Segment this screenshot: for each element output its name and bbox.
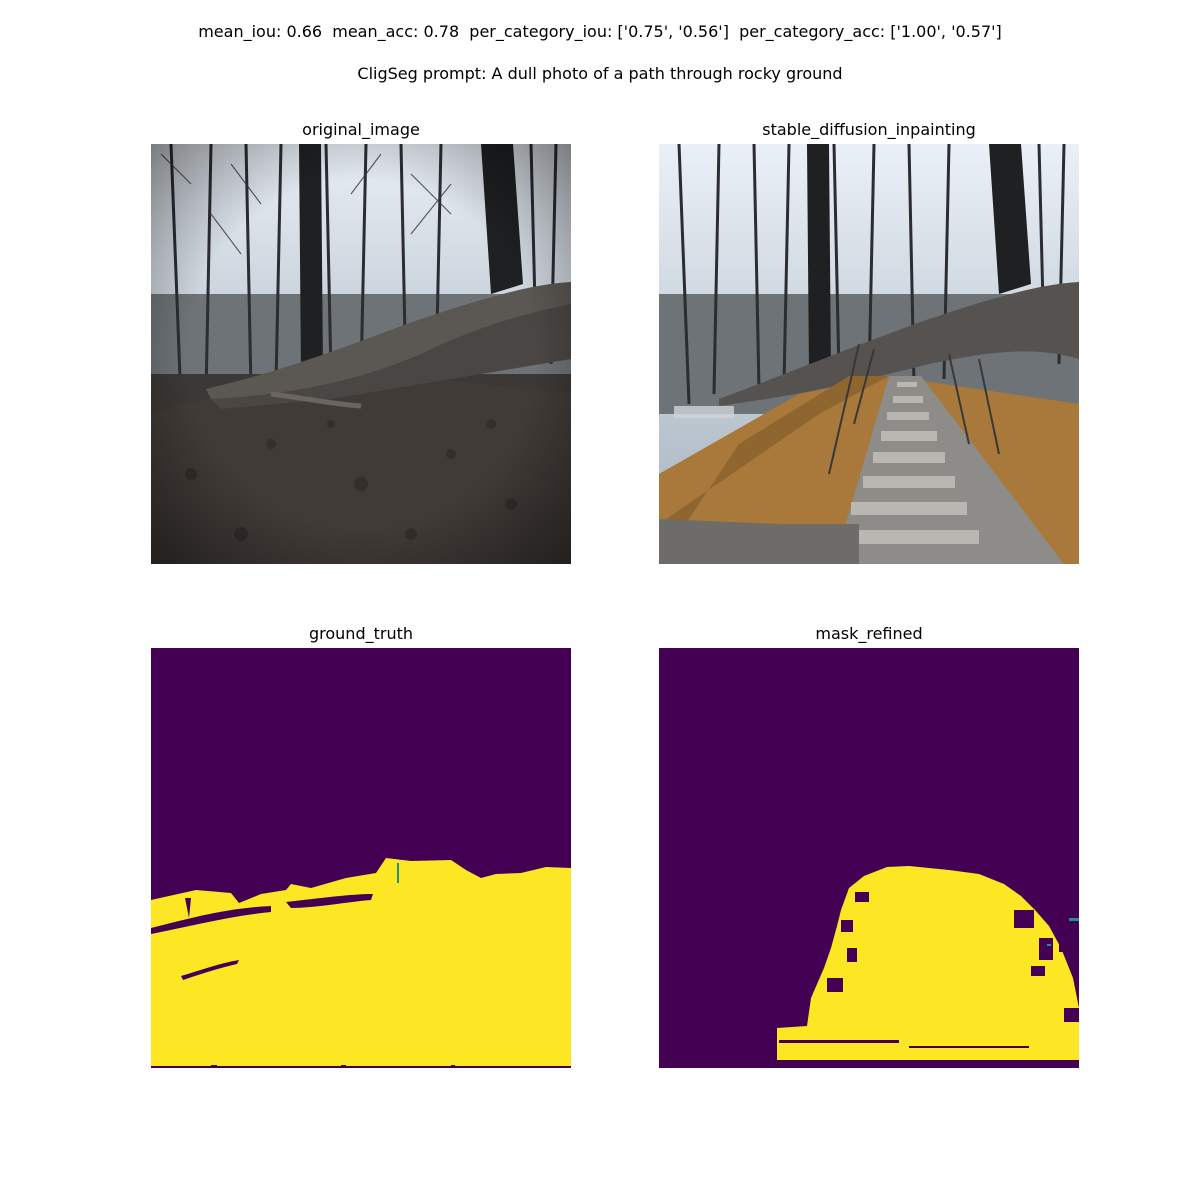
ground-truth-mask	[151, 648, 571, 1068]
ground-truth-svg	[151, 648, 571, 1068]
panel-title-mask-refined: mask_refined	[815, 624, 923, 643]
original-image-svg	[151, 144, 571, 564]
panel-title-original: original_image	[302, 120, 420, 139]
panel-title-inpainting: stable_diffusion_inpainting	[762, 120, 976, 139]
inpainting-image-svg	[659, 144, 1079, 564]
inpainting-image	[659, 144, 1079, 564]
mask-refined	[659, 648, 1079, 1068]
metrics-text: mean_iou: 0.66 mean_acc: 0.78 per_catego…	[198, 22, 1002, 41]
mask-refined-svg	[659, 648, 1079, 1068]
panel-title-ground-truth: ground_truth	[308, 624, 413, 643]
original-image	[151, 144, 571, 564]
prompt-text: CligSeg prompt: A dull photo of a path t…	[357, 64, 843, 83]
